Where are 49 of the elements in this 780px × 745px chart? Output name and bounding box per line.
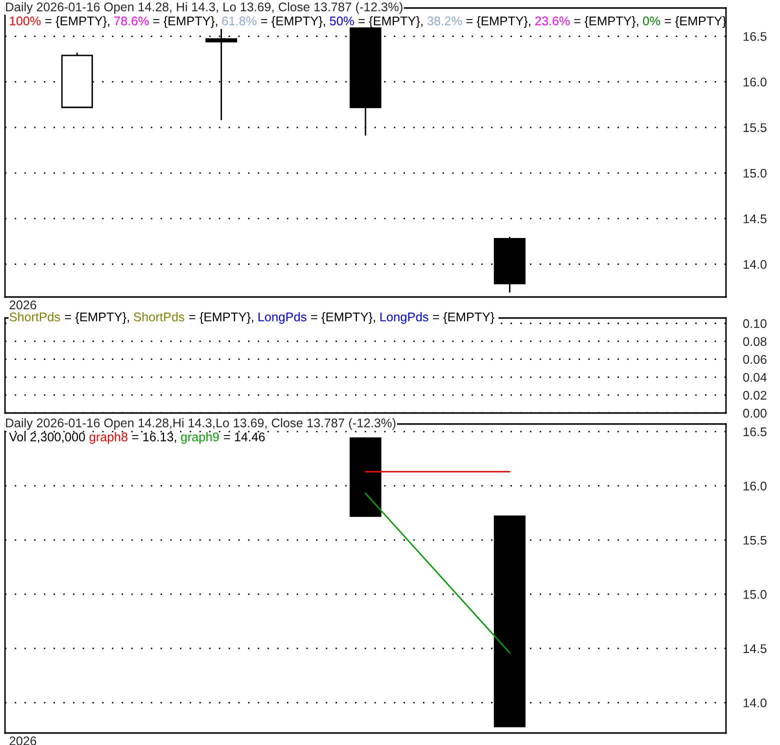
chart-title: Daily 2026-01-16 Open 14.28, Hi 14.3, Lo 13.69, Close 13.787 (-12.3%) [6,2,402,14]
y-tick-label: 16.0 [744,78,767,86]
legend-label: 61.8% [222,16,256,26]
y-tick-label: 15.0 [744,168,767,178]
y-tick-label: 0.04 [743,372,767,382]
annotation: = {EMPTY}, [189,312,254,324]
annotation: = {EMPTY}, [64,312,129,324]
annotation: = {EMPTY}, [45,16,110,28]
y-tick-label: 14.0 [744,698,767,708]
legend-label: LongPds [258,312,306,324]
y-tick-label: 16.5 [744,427,766,436]
y-tick-label: 15.5 [744,123,766,132]
legend-label: 0% [642,16,660,26]
text: 2026 [10,736,36,745]
legend-label: ShortPds [134,312,184,322]
annotation: = {EMPTY}, [574,16,638,28]
legend-label: 100% [10,16,41,26]
annotation: = {EMPTY} [432,312,494,324]
legend-label: ShortPds [10,312,60,322]
annotation: = {EMPTY}, [311,312,376,324]
y-tick-label: 14.5 [744,214,766,224]
y-tick-label: 14.0 [744,260,767,269]
annotation: = {EMPTY} [664,16,726,28]
y-tick-label: 15.5 [744,536,766,545]
y-tick-label: 16.5 [744,32,766,41]
y-tick-label: 0.10 [743,319,767,328]
annotation: Vol 2,300,000 [9,432,85,443]
annotation: = 16.13, [132,432,176,443]
y-tick-label: 16.0 [744,482,767,490]
chart-title: Daily 2026-01-16 Open 14.28,Hi 14.3,Lo 13.69, Close 13.787 (-12.3%) [6,418,396,430]
y-tick-label: 14.5 [744,644,766,654]
annotation: = {EMPTY}, [153,16,218,28]
y-tick-label: 0.02 [743,390,766,400]
y-tick-label: 0.08 [743,337,766,346]
y-tick-label: 15.0 [744,590,767,599]
legend-label: 50% [330,16,354,26]
y-tick-label: 0.00 [743,408,767,418]
annotation: = 14.46 [224,432,265,442]
text: graph9 [181,432,219,444]
legend-label: 23.6% [535,16,570,26]
legend-label: 78.6% [114,16,149,26]
text: graph8 [90,432,128,444]
annotation: = {EMPTY}, [261,16,326,28]
text: 2026 [10,300,36,310]
annotation: = {EMPTY}, [466,16,530,28]
annotation: = {EMPTY}, [358,16,423,28]
legend-label: LongPds [380,312,428,324]
y-tick-label: 0.06 [743,355,766,364]
legend-label: 38.2% [427,16,462,26]
